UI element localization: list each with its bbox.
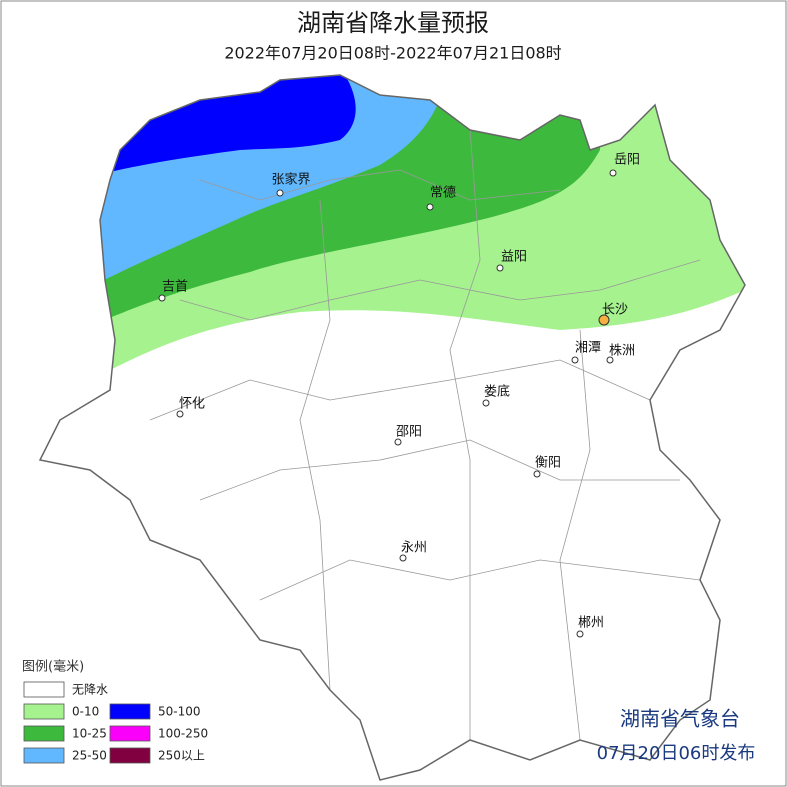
city-label: 吉首	[162, 280, 188, 295]
city-marker	[609, 169, 617, 177]
city-marker	[399, 554, 407, 562]
city-label: 永州	[401, 541, 427, 556]
title: 湖南省降水量预报	[297, 9, 489, 37]
legend-swatch	[23, 703, 65, 720]
city-label: 邵阳	[396, 425, 422, 440]
city-marker	[482, 399, 490, 407]
city-label: 张家界	[271, 172, 310, 188]
legend-label: 0-10	[72, 705, 99, 719]
legend-label: 25-50	[72, 749, 107, 763]
city-label: 益阳	[501, 250, 527, 265]
legend-swatch	[23, 747, 65, 764]
legend-swatch	[109, 725, 151, 742]
city-label: 湘潭	[575, 341, 601, 356]
city-label: 郴州	[578, 616, 604, 631]
city-marker	[426, 203, 434, 211]
city-label: 岳阳	[614, 153, 640, 168]
city-marker	[176, 410, 184, 418]
city-label: 长沙	[602, 303, 628, 318]
legend-label: 100-250	[158, 727, 208, 741]
subtitle: 2022年07月20日08时-2022年07月21日08时	[224, 44, 561, 63]
city-label: 怀化	[179, 397, 205, 412]
city-marker	[158, 294, 166, 302]
legend-swatch	[109, 747, 151, 764]
legend-label: 无降水	[72, 683, 108, 697]
legend-swatch	[109, 703, 151, 720]
issued-time: 07月20日06时发布	[597, 743, 756, 764]
legend-label: 250以上	[158, 749, 205, 763]
legend-swatch	[23, 681, 65, 698]
legend-title: 图例(毫米)	[22, 659, 84, 675]
city-marker	[276, 189, 284, 197]
city-label: 常德	[430, 186, 456, 201]
legend-label: 50-100	[158, 705, 201, 719]
city-label: 娄底	[484, 384, 510, 400]
legend: 图例(毫米) 无降水 0-10 10-25 25-50 50-100 100-250 250…	[22, 659, 208, 764]
city-marker	[394, 438, 402, 446]
city-marker	[598, 314, 610, 326]
city-marker	[606, 356, 614, 364]
city-marker	[533, 470, 541, 478]
legend-swatch	[23, 725, 65, 742]
city-marker	[496, 264, 504, 272]
city-label: 衡阳	[535, 456, 561, 471]
city-label: 株洲	[609, 344, 635, 359]
city-marker	[576, 630, 584, 638]
legend-label: 10-25	[72, 727, 107, 741]
issuer: 湖南省气象台	[620, 707, 740, 731]
county-lines	[149, 129, 701, 741]
city-marker	[571, 356, 579, 364]
